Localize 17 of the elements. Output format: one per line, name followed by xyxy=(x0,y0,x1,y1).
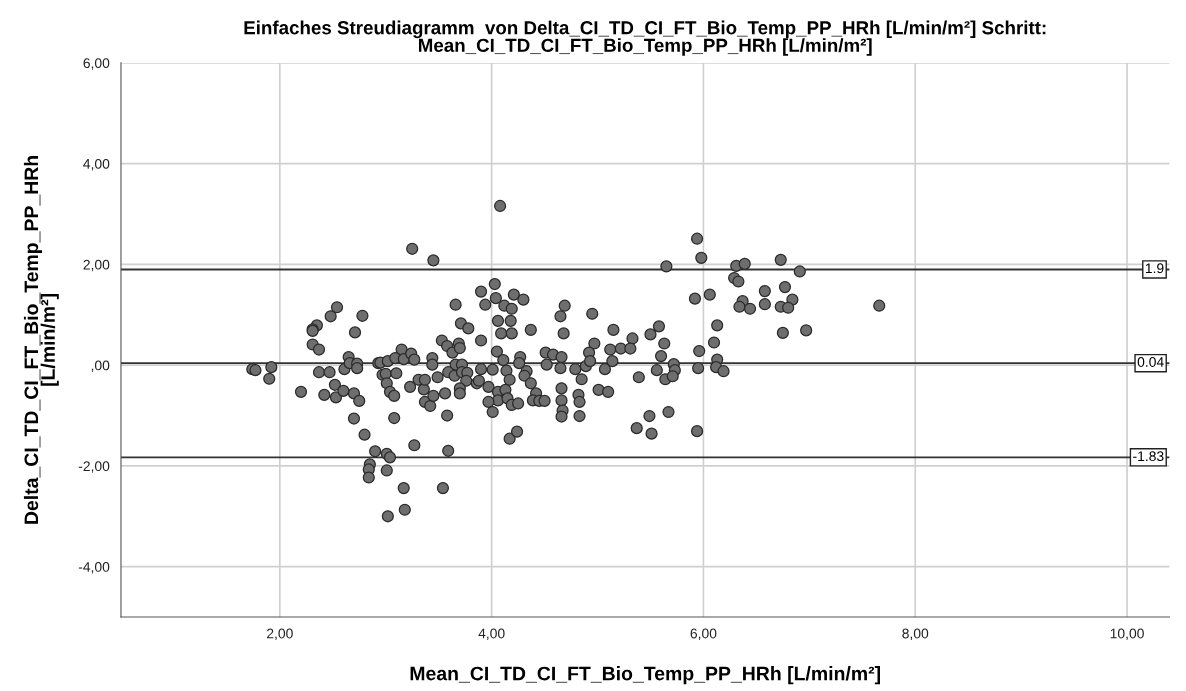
y-tick-label: ,00 xyxy=(91,360,110,372)
ref-line-label: -1.83 xyxy=(1133,451,1164,462)
y-tick-label: 4,00 xyxy=(83,158,110,171)
ref-line-label: 1.9 xyxy=(1145,263,1164,274)
x-axis-title: Mean_CI_TD_CI_FT_Bio_Temp_PP_HRh [L/min/m²] xyxy=(410,666,880,685)
ref-line-label: 0.04 xyxy=(1137,357,1164,367)
x-tick-label: 8,00 xyxy=(902,628,929,641)
chart-title: Einfaches Streudiagramm von Delta_CI_TD_CI_FT_Bio_Temp_PP_HRh [L/min/m²] Schritt: Mean_CI_TD_CI_FT_Bio_Temp_PP_HRh [L/min/m²] xyxy=(244,20,1046,56)
x-tick-label: 4,00 xyxy=(478,628,505,641)
y-tick-label: -4,00 xyxy=(78,562,110,574)
y-axis-title: Delta_CI_TD_CI_FT_Bio_Temp_PP_HRh [L/min/m²] xyxy=(23,156,59,524)
x-tick-label: 6,00 xyxy=(690,628,717,641)
y-tick-label: 2,00 xyxy=(83,259,110,272)
y-tick-label: -2,00 xyxy=(78,461,110,473)
y-tick-label: 6,00 xyxy=(83,58,110,70)
x-tick-label: 2,00 xyxy=(267,628,293,641)
x-tick-label: 10,00 xyxy=(1110,628,1144,641)
